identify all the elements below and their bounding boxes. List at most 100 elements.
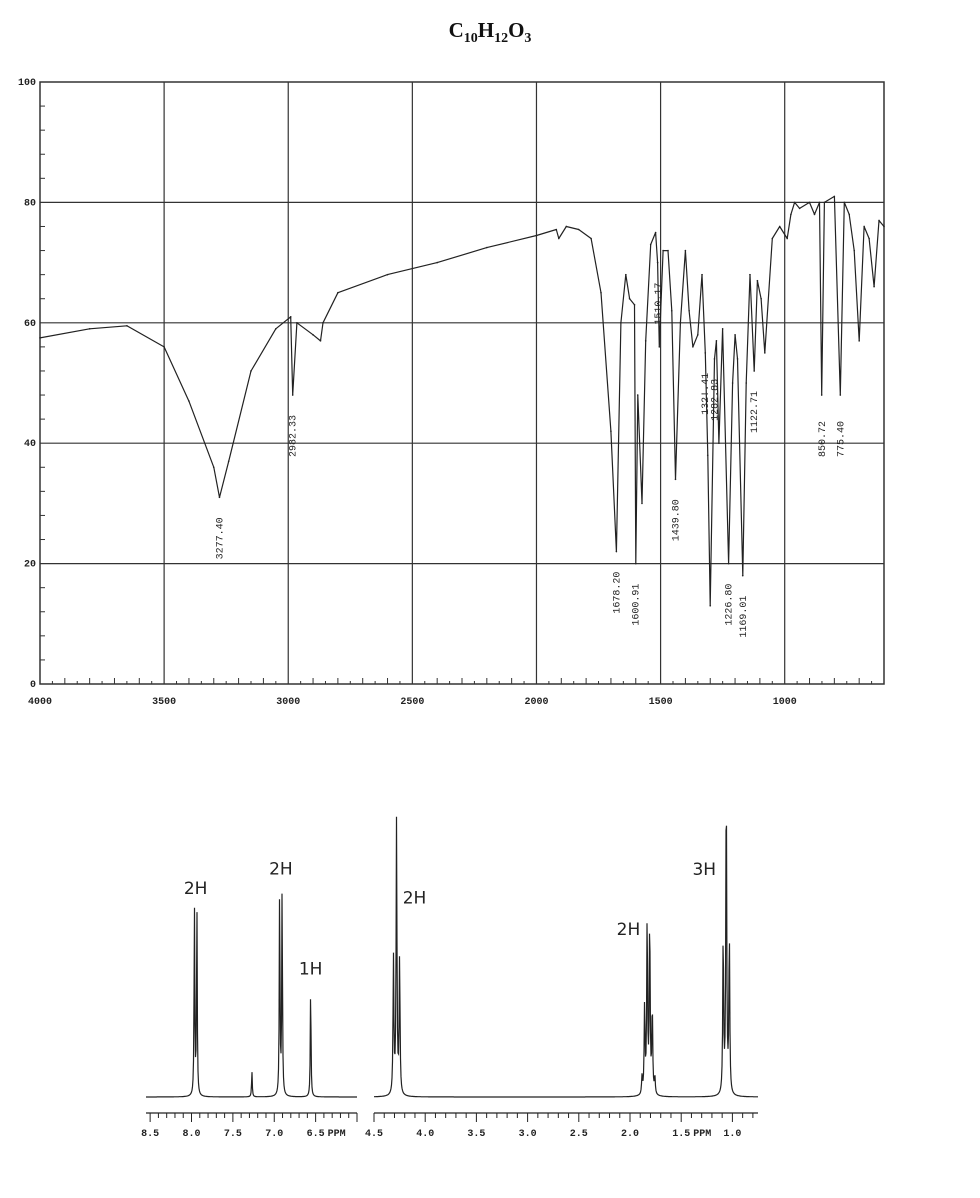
ir-data-point xyxy=(641,502,643,505)
nmr-integration-label: 2H xyxy=(403,888,427,908)
ir-data-point xyxy=(713,358,716,360)
nmr-x-tick-label: 3.0 xyxy=(519,1129,537,1140)
ir-data-point xyxy=(793,201,796,204)
ir-x-tick-label: 3000 xyxy=(276,697,300,708)
ir-peak-label: 1226.80 xyxy=(724,584,735,626)
ir-data-point xyxy=(289,315,292,318)
ir-spectrum-chart: 0 20 40 60 80 100 4000 3500 3000 2500 2000 1500 1000… xyxy=(18,78,885,708)
ir-peak-label: 3277.40 xyxy=(215,517,226,559)
ir-data-point xyxy=(662,249,664,252)
ir-data-point xyxy=(658,346,661,348)
ir-data-point xyxy=(701,273,703,276)
ir-y-tick-label: 0 xyxy=(30,680,36,691)
ir-data-point xyxy=(704,352,707,354)
ir-data-point xyxy=(820,394,823,396)
ir-data-point xyxy=(535,234,538,237)
ir-data-point xyxy=(275,328,277,330)
ir-data-point xyxy=(610,430,612,432)
ir-data-point xyxy=(126,325,128,327)
ir-data-point xyxy=(565,225,568,228)
ir-data-point xyxy=(163,346,165,348)
ir-data-point xyxy=(692,346,694,348)
ir-data-point xyxy=(654,231,657,234)
nmr-x-tick-label: 7.5 xyxy=(224,1129,242,1140)
ir-x-tick-label: 1500 xyxy=(649,697,673,708)
ir-x-tick-label: 3500 xyxy=(152,697,176,708)
nmr-x-tick-label: 4.0 xyxy=(416,1129,434,1140)
ir-peak-label: 1282.83 xyxy=(711,379,722,421)
ir-data-point xyxy=(656,261,659,264)
ir-data-point xyxy=(188,400,190,402)
ir-data-point xyxy=(218,496,221,499)
ir-data-point xyxy=(790,213,792,216)
ir-data-point xyxy=(745,382,748,384)
nmr-x-tick-label: 1.5 xyxy=(672,1129,690,1140)
ir-data-point xyxy=(312,334,314,336)
ir-y-tick-label: 40 xyxy=(24,439,36,450)
ir-data-point xyxy=(697,334,699,336)
ir-peak-label: 1439.80 xyxy=(672,499,683,541)
ir-data-point xyxy=(633,303,636,306)
ir-data-point xyxy=(227,460,230,463)
ir-data-point xyxy=(322,322,324,324)
ir-peak-label: 775.40 xyxy=(837,421,848,457)
ir-data-point xyxy=(212,466,215,469)
nmr-x-tick-label: 2.0 xyxy=(621,1129,639,1140)
ir-data-point xyxy=(291,394,294,396)
ir-data-point xyxy=(764,352,766,354)
ir-data-point xyxy=(337,291,339,294)
nmr-integration-label: 2H xyxy=(184,879,208,899)
ir-data-point xyxy=(756,279,759,282)
nmr-integration-label: 1H xyxy=(299,959,323,979)
ir-data-point xyxy=(636,394,639,396)
ir-data-point xyxy=(679,322,682,324)
ir-data-point xyxy=(644,340,647,342)
nmr-unit-label: PPM xyxy=(328,1129,346,1140)
ir-data-point xyxy=(634,562,637,565)
nmr-spectrum-line xyxy=(374,816,758,1098)
ir-data-point xyxy=(798,207,801,210)
ir-data-point xyxy=(778,225,781,228)
ir-y-tick-label: 100 xyxy=(18,78,36,89)
ir-data-point xyxy=(736,358,739,360)
ir-x-tick-label: 2000 xyxy=(524,697,548,708)
ir-data-point xyxy=(688,309,690,312)
ir-data-point xyxy=(843,201,846,204)
ir-y-tick-label: 60 xyxy=(24,319,36,330)
ir-data-point xyxy=(753,370,755,372)
ir-x-tick-label: 2500 xyxy=(400,697,424,708)
ir-data-point xyxy=(486,246,488,249)
ir-data-point xyxy=(863,225,865,228)
ir-peak-label: 850.72 xyxy=(818,421,829,457)
ir-data-point xyxy=(684,249,687,252)
ir-data-point xyxy=(721,328,724,330)
ir-data-point xyxy=(436,261,438,264)
nmr-unit-label: PPM xyxy=(693,1129,711,1140)
ir-data-point xyxy=(88,328,91,330)
nmr-x-tick-label: 6.5 xyxy=(307,1129,325,1140)
nmr-x-tick-label: 7.0 xyxy=(265,1129,283,1140)
nmr-x-tick-label: 2.5 xyxy=(570,1129,588,1140)
ir-peak-label: 1600.91 xyxy=(632,584,643,626)
ir-data-point xyxy=(709,604,712,607)
ir-x-tick-label: 1000 xyxy=(773,697,797,708)
ir-data-point xyxy=(848,213,851,216)
ir-data-point xyxy=(670,309,673,312)
ir-data-point xyxy=(674,478,677,481)
nmr-x-tick-label: 1.0 xyxy=(723,1129,741,1140)
nmr-integration-label: 2H xyxy=(617,920,641,940)
ir-data-point xyxy=(873,285,875,288)
ir-data-point xyxy=(883,225,885,228)
ir-data-point xyxy=(749,273,751,276)
ir-data-point xyxy=(853,249,856,252)
ir-data-point xyxy=(808,201,811,204)
ir-data-point xyxy=(718,442,720,445)
nmr-spectrum-line xyxy=(146,893,357,1098)
ir-data-point xyxy=(760,297,762,300)
ir-data-point xyxy=(555,228,558,231)
ir-data-point xyxy=(250,370,252,372)
ir-peak-label: 2982.33 xyxy=(289,415,300,457)
ir-data-point xyxy=(625,273,627,276)
ir-y-tick-label: 20 xyxy=(24,560,36,571)
ir-data-point xyxy=(620,322,622,324)
